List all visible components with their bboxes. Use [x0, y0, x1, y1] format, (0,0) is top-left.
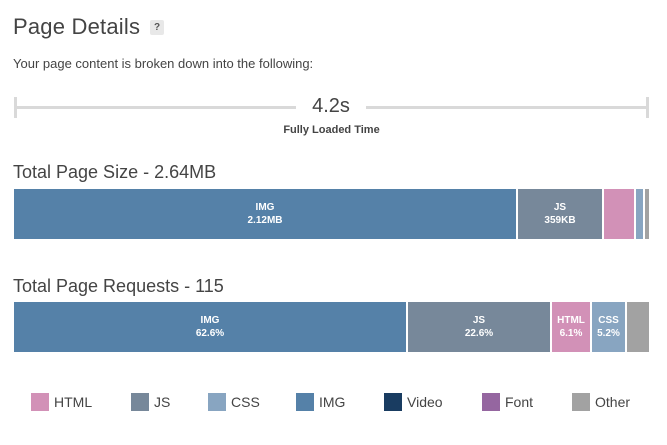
- legend-label: HTML: [54, 394, 93, 410]
- page-size-bar: IMG 2.12MB JS 359KB: [14, 189, 649, 239]
- legend-swatch: [296, 393, 314, 411]
- segment-type: HTML: [557, 315, 585, 326]
- segment-type: IMG: [255, 202, 275, 213]
- segment-value: 5.2%: [597, 328, 620, 339]
- segment-type: JS: [553, 202, 567, 213]
- segment-value: 22.6%: [464, 328, 494, 339]
- fully-loaded-time-label: Fully Loaded Time: [283, 124, 380, 136]
- total-page-requests-title: Total Page Requests - 115: [13, 276, 224, 296]
- page-requests-img-segment[interactable]: IMG 62.6%: [14, 302, 408, 352]
- page-size-css-segment[interactable]: [636, 189, 645, 239]
- legend-swatch: [208, 393, 226, 411]
- legend-item-other: Other: [572, 393, 642, 411]
- legend-item-font: Font: [482, 393, 572, 411]
- timeline-line-left: [14, 106, 296, 109]
- page-title: Page Details ?: [13, 14, 165, 40]
- legend-item-js: JS: [131, 393, 208, 411]
- page-size-js-segment[interactable]: JS 359KB: [518, 189, 604, 239]
- segment-type: IMG: [200, 315, 220, 326]
- page-title-text: Page Details: [13, 14, 141, 39]
- page-size-html-segment[interactable]: [604, 189, 636, 239]
- timeline-end-cap: [646, 97, 649, 118]
- legend-swatch: [131, 393, 149, 411]
- legend-item-video: Video: [384, 393, 482, 411]
- legend-swatch: [572, 393, 590, 411]
- total-page-size-title: Total Page Size - 2.64MB: [13, 162, 217, 182]
- segment-type: CSS: [598, 315, 619, 326]
- page-size-other-segment[interactable]: [645, 189, 649, 239]
- legend-label: CSS: [231, 394, 260, 410]
- help-icon[interactable]: ?: [150, 19, 165, 35]
- legend-item-css: CSS: [208, 393, 296, 411]
- legend-swatch: [384, 393, 402, 411]
- page-requests-css-segment[interactable]: CSS 5.2%: [592, 302, 627, 352]
- segment-value: 2.12MB: [247, 215, 283, 226]
- timeline-line-right: [366, 106, 649, 109]
- load-timeline: 4.2s: [14, 95, 649, 119]
- page-requests-other-segment[interactable]: [627, 302, 649, 352]
- page-requests-html-segment[interactable]: HTML 6.1%: [552, 302, 592, 352]
- legend-swatch: [482, 393, 500, 411]
- page-size-img-segment[interactable]: IMG 2.12MB: [14, 189, 518, 239]
- legend-label: Other: [595, 394, 631, 410]
- segment-value: 6.1%: [559, 328, 583, 339]
- page-subtitle: Your page content is broken down into th…: [13, 56, 314, 71]
- segment-value: 62.6%: [195, 328, 225, 339]
- legend-item-img: IMG: [296, 393, 384, 411]
- page-requests-bar: IMG 62.6% JS 22.6% HTML 6.1% CSS 5.2%: [14, 302, 649, 352]
- legend-label: Video: [407, 394, 443, 410]
- legend-label: Font: [505, 394, 534, 410]
- segment-type: JS: [472, 315, 486, 326]
- page-requests-js-segment[interactable]: JS 22.6%: [408, 302, 552, 352]
- legend-label: JS: [154, 394, 171, 410]
- segment-value: 359KB: [544, 215, 576, 226]
- legend: HTML JS CSS IMG Video Font Other: [31, 392, 642, 412]
- legend-label: IMG: [319, 394, 346, 410]
- legend-swatch: [31, 393, 49, 411]
- legend-item-html: HTML: [31, 393, 131, 411]
- fully-loaded-time-value: 4.2s: [312, 95, 350, 117]
